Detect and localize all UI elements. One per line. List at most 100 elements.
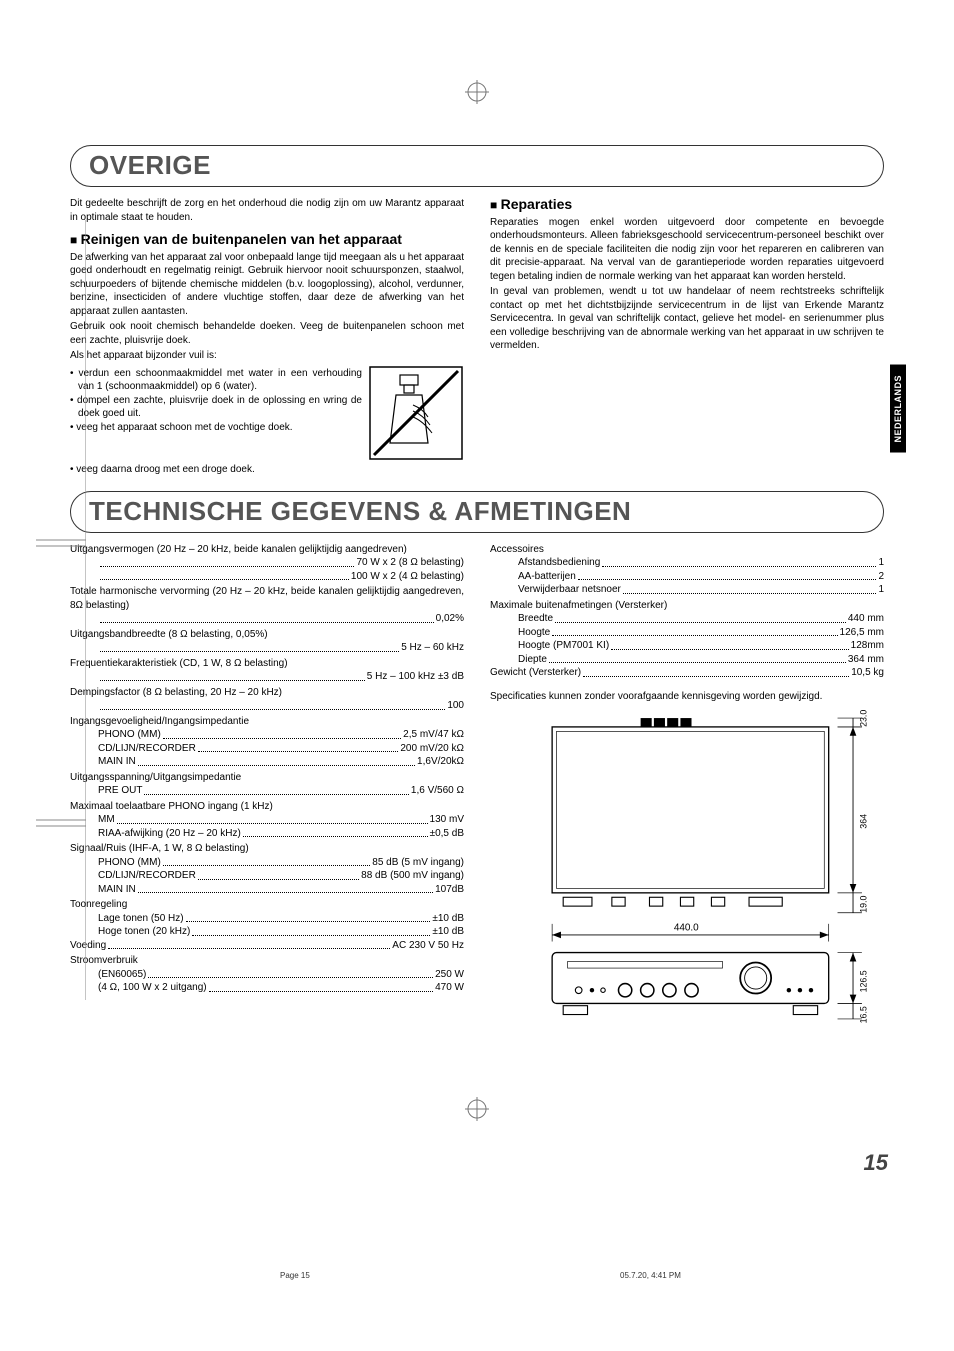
specs-right-column: AccessoiresAfstandsbediening1AA-batterij… (490, 543, 884, 680)
spec-label: (EN60065) (98, 968, 146, 982)
spec-header: Toonregeling (70, 898, 464, 912)
dots (602, 556, 876, 567)
spec-value: 1,6V/20kΩ (417, 755, 464, 769)
spec-label: PHONO (MM) (98, 856, 161, 870)
dots (117, 813, 428, 824)
dots (163, 856, 371, 867)
spec-value: 107dB (435, 883, 464, 897)
spec-line: PRE OUT 1,6 V/560 Ω (70, 784, 464, 798)
cleaning-p2: Gebruik ook nooit chemisch behandelde do… (70, 320, 464, 347)
dots (198, 742, 399, 753)
spec-line: (EN60065) 250 W (70, 968, 464, 982)
spec-value: ±10 dB (432, 912, 464, 926)
spec-header: Frequentiekarakteristiek (CD, 1 W, 8 Ω b… (70, 657, 464, 671)
spec-value: 126,5 mm (840, 626, 884, 640)
spec-line: Diepte 364 mm (490, 653, 884, 667)
sub-repairs-title: Reparaties (490, 195, 884, 214)
spec-line: RIAA-afwijking (20 Hz – 20 kHz)±0,5 dB (70, 827, 464, 841)
spec-label: MAIN IN (98, 883, 136, 897)
spec-line: 100 W x 2 (4 Ω belasting) (70, 570, 464, 584)
section-specs-title: TECHNISCHE GEGEVENS & AFMETINGEN (89, 496, 865, 527)
spec-header: Stroomverbruik (70, 954, 464, 968)
dots (243, 827, 428, 838)
spec-header: Maximale buitenafmetingen (Versterker) (490, 599, 884, 613)
spec-value: 470 W (435, 981, 464, 995)
spec-value: AC 230 V 50 Hz (392, 939, 464, 953)
spec-line: Hoogte (PM7001 KI)128mm (490, 639, 884, 653)
spec-label: MAIN IN (98, 755, 136, 769)
spec-header: Accessoires (490, 543, 884, 557)
dim-126: 126.5 (858, 971, 868, 993)
spec-value: 364 mm (848, 653, 884, 667)
dim-440: 440.0 (674, 923, 699, 934)
spec-header: Dempingsfactor (8 Ω belasting, 20 Hz – 2… (70, 686, 464, 700)
spec-label: PHONO (MM) (98, 728, 161, 742)
spec-line: Verwijderbaar netsnoer1 (490, 583, 884, 597)
spec-label: Diepte (518, 653, 547, 667)
spec-line: MAIN IN 1,6V/20kΩ (70, 755, 464, 769)
spec-value: 1,6 V/560 Ω (411, 784, 464, 798)
spec-value: 5 Hz – 100 kHz ±3 dB (367, 670, 464, 684)
dots (100, 670, 365, 681)
spec-value: 1 (878, 583, 884, 597)
dots (148, 968, 433, 979)
dots (163, 728, 401, 739)
spec-label: Hoogte (518, 626, 550, 640)
spec-line: CD/LIJN/RECORDER200 mV/20 kΩ (70, 742, 464, 756)
dots (100, 570, 349, 581)
spec-label: Breedte (518, 612, 553, 626)
spec-value: 130 mV (430, 813, 464, 827)
section-overige-title-wrap: OVERIGE (70, 145, 884, 187)
dots (623, 583, 877, 594)
dots (583, 666, 849, 677)
crop-mark-top-icon (465, 80, 489, 104)
spec-value: 2 (878, 570, 884, 584)
spec-line: PHONO (MM) 85 dB (5 mV ingang) (70, 856, 464, 870)
spec-value: 250 W (435, 968, 464, 982)
spec-label: MM (98, 813, 115, 827)
spec-label: Afstandsbediening (518, 556, 600, 570)
spec-line: AA-batterijen 2 (490, 570, 884, 584)
spec-line: Breedte440 mm (490, 612, 884, 626)
dim-364: 364 (858, 814, 868, 829)
no-chemicals-icon (368, 365, 464, 461)
spec-line: 70 W x 2 (8 Ω belasting) (70, 556, 464, 570)
spec-label: Gewicht (Versterker) (490, 666, 581, 680)
footer-left: Page 15 (280, 1271, 310, 1280)
language-tab: NEDERLANDS (890, 365, 906, 453)
dots (108, 939, 390, 950)
spec-line: Lage tonen (50 Hz) ±10 dB (70, 912, 464, 926)
spec-value: ±10 dB (432, 925, 464, 939)
bullet-1: verdun een schoonmaakmiddel met water in… (70, 367, 362, 394)
spec-header: Uitgangsbandbreedte (8 Ω belasting, 0,05… (70, 628, 464, 642)
spec-line: Afstandsbediening1 (490, 556, 884, 570)
spec-header: Uitgangsspanning/Uitgangsimpedantie (70, 771, 464, 785)
spec-line: VoedingAC 230 V 50 Hz (70, 939, 464, 953)
spec-line: MAIN IN 107dB (70, 883, 464, 897)
spec-label: (4 Ω, 100 W x 2 uitgang) (98, 981, 207, 995)
spec-line: Hoogte 126,5 mm (490, 626, 884, 640)
dots (186, 912, 431, 923)
dots (549, 653, 846, 664)
dots (138, 883, 433, 894)
spec-label: Lage tonen (50 Hz) (98, 912, 184, 926)
dots (578, 570, 877, 581)
footer-right: 05.7.20, 4:41 PM (620, 1271, 681, 1280)
spec-value: 85 dB (5 mV ingang) (372, 856, 464, 870)
spec-header: Maximaal toelaatbare PHONO ingang (1 kHz… (70, 800, 464, 814)
spec-line: 100 (70, 699, 464, 713)
dots (100, 612, 434, 623)
dots (100, 556, 354, 567)
bullet-4: veeg daarna droog met een droge doek. (70, 463, 464, 477)
spec-value: 70 W x 2 (8 Ω belasting) (356, 556, 464, 570)
spec-value: 2,5 mV/47 kΩ (403, 728, 464, 742)
spec-value: 88 dB (500 mV ingang) (361, 869, 464, 883)
dots (192, 925, 430, 936)
section-overige-title: OVERIGE (89, 150, 865, 181)
spec-label: AA-batterijen (518, 570, 576, 584)
dots (100, 641, 399, 652)
spec-label: Hoogte (PM7001 KI) (518, 639, 609, 653)
spec-label: PRE OUT (98, 784, 142, 798)
bullet-2: dompel een zachte, pluisvrije doek in de… (70, 394, 362, 421)
dots (209, 981, 433, 992)
